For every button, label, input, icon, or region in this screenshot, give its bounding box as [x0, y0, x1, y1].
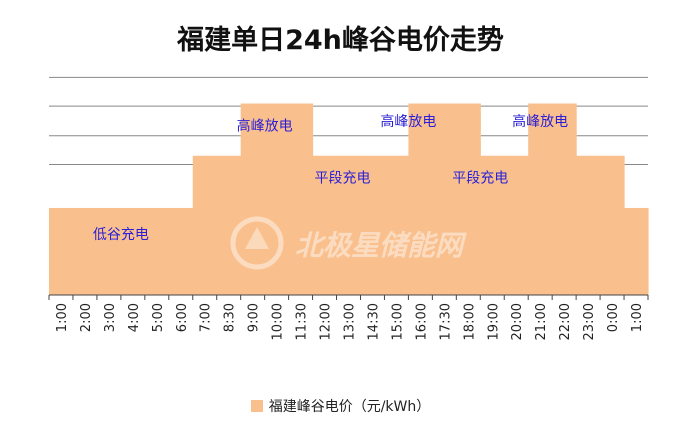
x-tick-label: 14:30: [366, 303, 381, 340]
x-tick-label: 18:00: [462, 303, 477, 340]
area-segment: [600, 155, 625, 295]
x-tick-label: 1:00: [55, 303, 70, 332]
legend-label: 福建峰谷电价（元/kWh）: [268, 399, 431, 415]
x-tick-label: 21:00: [534, 303, 549, 340]
x-tick-label: 3:00: [103, 303, 118, 332]
area-segment: [192, 155, 218, 295]
legend-swatch: [250, 400, 263, 412]
x-tick-label: 16:00: [414, 303, 429, 340]
area-segment: [432, 103, 457, 295]
area-segment: [408, 103, 433, 295]
chart-title: 福建单日24h峰谷电价走势: [177, 25, 504, 56]
x-tick-label: 8:30: [223, 303, 238, 332]
area-segment: [528, 103, 553, 295]
x-tick-label: 22:00: [558, 303, 573, 340]
area-segment: [264, 103, 290, 295]
x-tick-label: 13:00: [343, 303, 358, 340]
area-segment: [480, 155, 505, 295]
area-segment: [552, 103, 577, 295]
x-tick-label: 4:00: [127, 303, 142, 332]
x-tick-label: 0:00: [606, 303, 621, 332]
area-segment: [288, 103, 314, 295]
area-segment: [336, 155, 362, 295]
area-segment: [360, 155, 386, 295]
area-segment: [504, 155, 529, 295]
x-tick-label: 23:00: [582, 303, 597, 340]
series-layer: [49, 103, 649, 295]
x-tick-label: 1:00: [630, 303, 645, 332]
x-tick-label: 6:00: [175, 303, 190, 332]
x-tick-label: 10:00: [271, 303, 286, 340]
area-segment: [624, 207, 649, 295]
annotation-label: 平段充电: [315, 171, 371, 187]
x-tick-label: 7:00: [199, 303, 214, 332]
x-tick-label: 15:00: [390, 303, 405, 340]
area-segment: [96, 207, 122, 295]
axis-layer: 1:00 2:00 3:00 4:00 5:00 6:00 7:00 8:30 9:00 10:0…: [48, 294, 649, 340]
watermark-logo-icon: [230, 216, 284, 270]
watermark-layer: 北极星储能网: [230, 216, 467, 270]
annotation-label: 高峰放电: [380, 113, 436, 130]
x-tick-label: 19:00: [486, 303, 501, 340]
area-segment: [72, 207, 98, 295]
annotation-label: 低谷充电: [93, 227, 149, 243]
x-tick-label: 20:00: [510, 303, 525, 340]
area-segment: [216, 155, 242, 295]
area-segment: [49, 207, 74, 295]
area-segment: [168, 207, 194, 295]
area-segment: [120, 207, 146, 295]
x-tick-label: 5:00: [151, 303, 166, 332]
annotation-label: 高峰放电: [237, 117, 293, 134]
x-tick-label: 2:00: [79, 303, 94, 332]
legend: 福建峰谷电价（元/kWh）: [0, 396, 681, 416]
x-tick-label: 9:00: [247, 303, 262, 332]
area-segment: [312, 155, 338, 295]
area-segment: [456, 103, 481, 295]
annotation-label: 高峰放电: [512, 113, 568, 130]
watermark-text: 北极星储能网: [295, 229, 467, 262]
x-tick-label: 11:30: [295, 303, 310, 340]
x-tick-label: 12:00: [319, 303, 334, 340]
area-segment: [144, 207, 170, 295]
area-segment: [384, 155, 409, 295]
area-segment: [240, 103, 266, 295]
watermark-star-icon: [245, 227, 269, 249]
annotation-label: 平段充电: [452, 171, 508, 187]
area-segment: [576, 155, 601, 295]
x-tick-label: 17:30: [438, 303, 453, 340]
